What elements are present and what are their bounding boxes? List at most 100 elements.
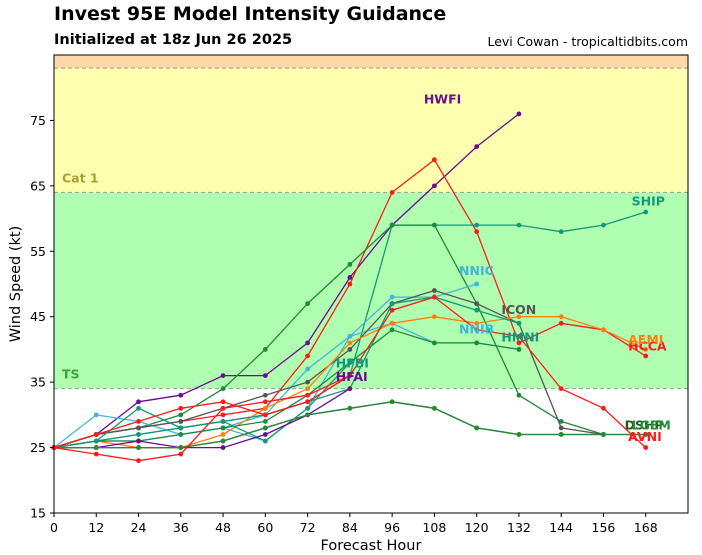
series-line-11: [54, 388, 351, 449]
series-point-1-9: [432, 157, 437, 163]
y-tick-label-5: 65: [30, 178, 46, 193]
series-point-0-6: [305, 340, 310, 346]
series-point-13-4: [220, 438, 226, 444]
x-tick-label-11: 132: [507, 520, 531, 535]
series-point-3-6: [305, 301, 310, 307]
x-axis-ticks: 0 12 24 36 48 60 72 84 96 108 120 132 144 156 168: [50, 513, 658, 535]
series-point-14-11: [516, 333, 522, 339]
y-tick-label-1: 25: [30, 440, 46, 455]
plot-frame: [53, 54, 689, 514]
series-point-11-5: [262, 432, 268, 437]
series-point-15-1: [93, 432, 99, 437]
series-point-6-5: [262, 392, 268, 398]
series-line-3: [53, 224, 604, 449]
series-point-6-10: [474, 301, 480, 307]
series-point-5-1: [93, 412, 99, 418]
series-point-3-12: [558, 419, 564, 424]
series-point-10-7: [347, 360, 353, 365]
series-point-14-10: [474, 327, 480, 333]
series-point-14-5: [262, 399, 268, 405]
series-point-0-10: [474, 144, 480, 150]
series-point-8-11: [516, 320, 522, 326]
series-point-2-14: [643, 209, 649, 215]
series-point-15-3: [178, 405, 184, 411]
series-point-9-5: [262, 419, 268, 424]
series-point-4-8: [389, 294, 395, 300]
series-point-0-3: [178, 392, 184, 398]
series-point-13-13: [601, 432, 606, 437]
series-point-10-1: [93, 438, 99, 444]
series-point-13-12: [558, 432, 564, 437]
series-point-10-4: [220, 419, 226, 424]
y-axis-label: Wind Speed (kt): [8, 226, 24, 343]
series-point-10-5: [262, 438, 268, 444]
series-point-1-14: [643, 353, 649, 359]
band-2: [54, 68, 688, 193]
series-point-7-13: [601, 327, 606, 333]
x-tick-label-1: 12: [88, 520, 104, 535]
intensity-bands: TS Cat 1: [54, 55, 688, 513]
series-point-3-5: [262, 347, 268, 352]
series-label-1: HCCA: [628, 339, 667, 354]
band-0: [54, 388, 688, 513]
series-point-7-5: [262, 405, 268, 411]
chart-subtitle: Initialized at 18z Jun 26 2025: [54, 32, 293, 48]
series-point-1-11: [516, 340, 522, 346]
series-point-9-11: [516, 347, 522, 352]
series-point-15-4: [220, 399, 226, 405]
series-point-10-2: [136, 405, 141, 411]
series-point-14-9: [432, 294, 437, 300]
series-point-1-7: [347, 281, 353, 287]
series-point-0-2: [136, 399, 141, 405]
series-point-7-14: [643, 347, 649, 352]
series-label-2: SHIP: [632, 193, 665, 208]
series-point-13-8: [389, 399, 395, 405]
series-point-3-7: [347, 261, 353, 267]
series-point-2-11: [516, 222, 522, 228]
series-point-13-11: [516, 432, 522, 437]
series-point-3-9: [432, 222, 437, 228]
series-point-14-13: [601, 405, 606, 411]
series-label-11: HFAI: [336, 369, 368, 384]
series-label-4: NNIC: [459, 263, 494, 278]
series-line-15: [53, 375, 351, 449]
series-label-0: HWFI: [424, 91, 461, 106]
y-tick-label-6: 75: [30, 113, 46, 128]
series-point-6-6: [305, 379, 310, 385]
y-tick-label-4: 55: [30, 244, 46, 259]
series-point-9-8: [389, 327, 395, 333]
x-tick-label-5: 60: [257, 520, 273, 535]
series-point-6-12: [558, 425, 564, 431]
series-label-8: HMNI: [501, 330, 539, 345]
series-point-3-4: [220, 386, 226, 392]
x-tick-label-7: 84: [342, 520, 358, 535]
band-1: [54, 192, 688, 389]
x-tick-label-9: 108: [422, 520, 446, 535]
series-point-7-10: [474, 320, 480, 326]
series-point-15-6: [305, 399, 310, 405]
x-tick-label-4: 48: [215, 520, 231, 535]
series-point-10-3: [178, 425, 184, 431]
y-tick-label-2: 35: [30, 375, 46, 390]
x-tick-label-14: 168: [634, 520, 658, 535]
series-label-7: AEMI: [628, 332, 663, 347]
series-point-0-4: [220, 373, 226, 378]
series-label-14: AVNI: [628, 429, 662, 444]
series-point-1-6: [305, 353, 310, 359]
x-tick-label-0: 0: [50, 520, 58, 535]
series-point-14-8: [389, 307, 395, 313]
series-point-3-11: [516, 392, 522, 398]
x-tick-label-13: 156: [592, 520, 616, 535]
series-point-11-7: [347, 386, 353, 392]
series-point-1-4: [220, 412, 226, 418]
chart-credit: Levi Cowan - tropicaltidbits.com: [487, 34, 688, 49]
series-point-7-11: [516, 314, 522, 320]
y-tick-label-3: 45: [30, 309, 46, 324]
series-point-11-2: [136, 438, 141, 444]
series-point-14-14: [643, 445, 649, 450]
series-point-9-10: [474, 340, 480, 346]
series-point-8-10: [474, 307, 480, 313]
series-point-14-4: [220, 405, 226, 411]
series-point-10-6: [305, 405, 310, 411]
